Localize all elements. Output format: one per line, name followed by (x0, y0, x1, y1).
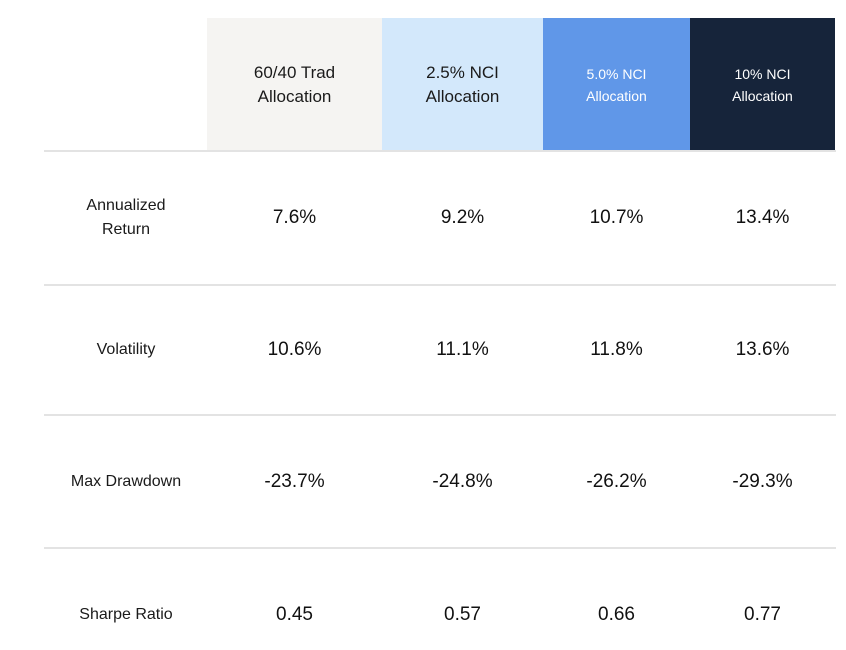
column-header-nci-2-5-label: 2.5% NCI Allocation (425, 62, 500, 106)
cell-volatility-nci-2-5: 11.1% (436, 339, 489, 360)
cell-max-drawdown-nci-5: -26.2% (586, 470, 647, 492)
column-header-nci-10-label: 10% NCI Allocation (732, 65, 793, 104)
row-divider (44, 547, 836, 549)
row-label-sharpe-ratio: Sharpe Ratio (79, 605, 173, 623)
row-divider (44, 284, 836, 286)
cell-volatility-nci-10: 13.6% (735, 339, 790, 360)
row-label-annualized-return: Annualized Return (86, 197, 166, 238)
row-label-volatility: Volatility (96, 341, 156, 358)
column-header-nci-5: 5.0% NCI Allocation (543, 18, 690, 151)
cell-annualized-return-nci-2-5: 9.2% (440, 207, 485, 228)
cell-annualized-return-trad: 7.6% (272, 207, 317, 228)
row-label-max-drawdown: Max Drawdown (70, 472, 182, 490)
column-header-nci-2-5: 2.5% NCI Allocation (382, 18, 543, 151)
cell-sharpe-ratio-nci-10: 0.77 (744, 603, 781, 625)
row-divider (44, 150, 836, 152)
cell-volatility-nci-5: 11.8% (590, 339, 643, 360)
column-header-nci-5-label: 5.0% NCI Allocation (586, 65, 647, 104)
row-divider (44, 414, 836, 416)
column-header-trad-label: 60/40 Trad Allocation (253, 62, 336, 106)
cell-sharpe-ratio-nci-2-5: 0.57 (444, 603, 481, 625)
cell-max-drawdown-nci-10: -29.3% (732, 470, 793, 492)
column-header-trad: 60/40 Trad Allocation (207, 18, 382, 151)
cell-annualized-return-nci-10: 13.4% (735, 207, 790, 228)
cell-volatility-trad: 10.6% (267, 339, 322, 360)
cell-annualized-return-nci-5: 10.7% (589, 207, 644, 228)
column-header-nci-10: 10% NCI Allocation (690, 18, 835, 151)
cell-sharpe-ratio-nci-5: 0.66 (598, 603, 635, 625)
cell-max-drawdown-trad: -23.7% (264, 470, 325, 492)
cell-sharpe-ratio-trad: 0.45 (276, 603, 313, 625)
cell-max-drawdown-nci-2-5: -24.8% (432, 470, 493, 492)
